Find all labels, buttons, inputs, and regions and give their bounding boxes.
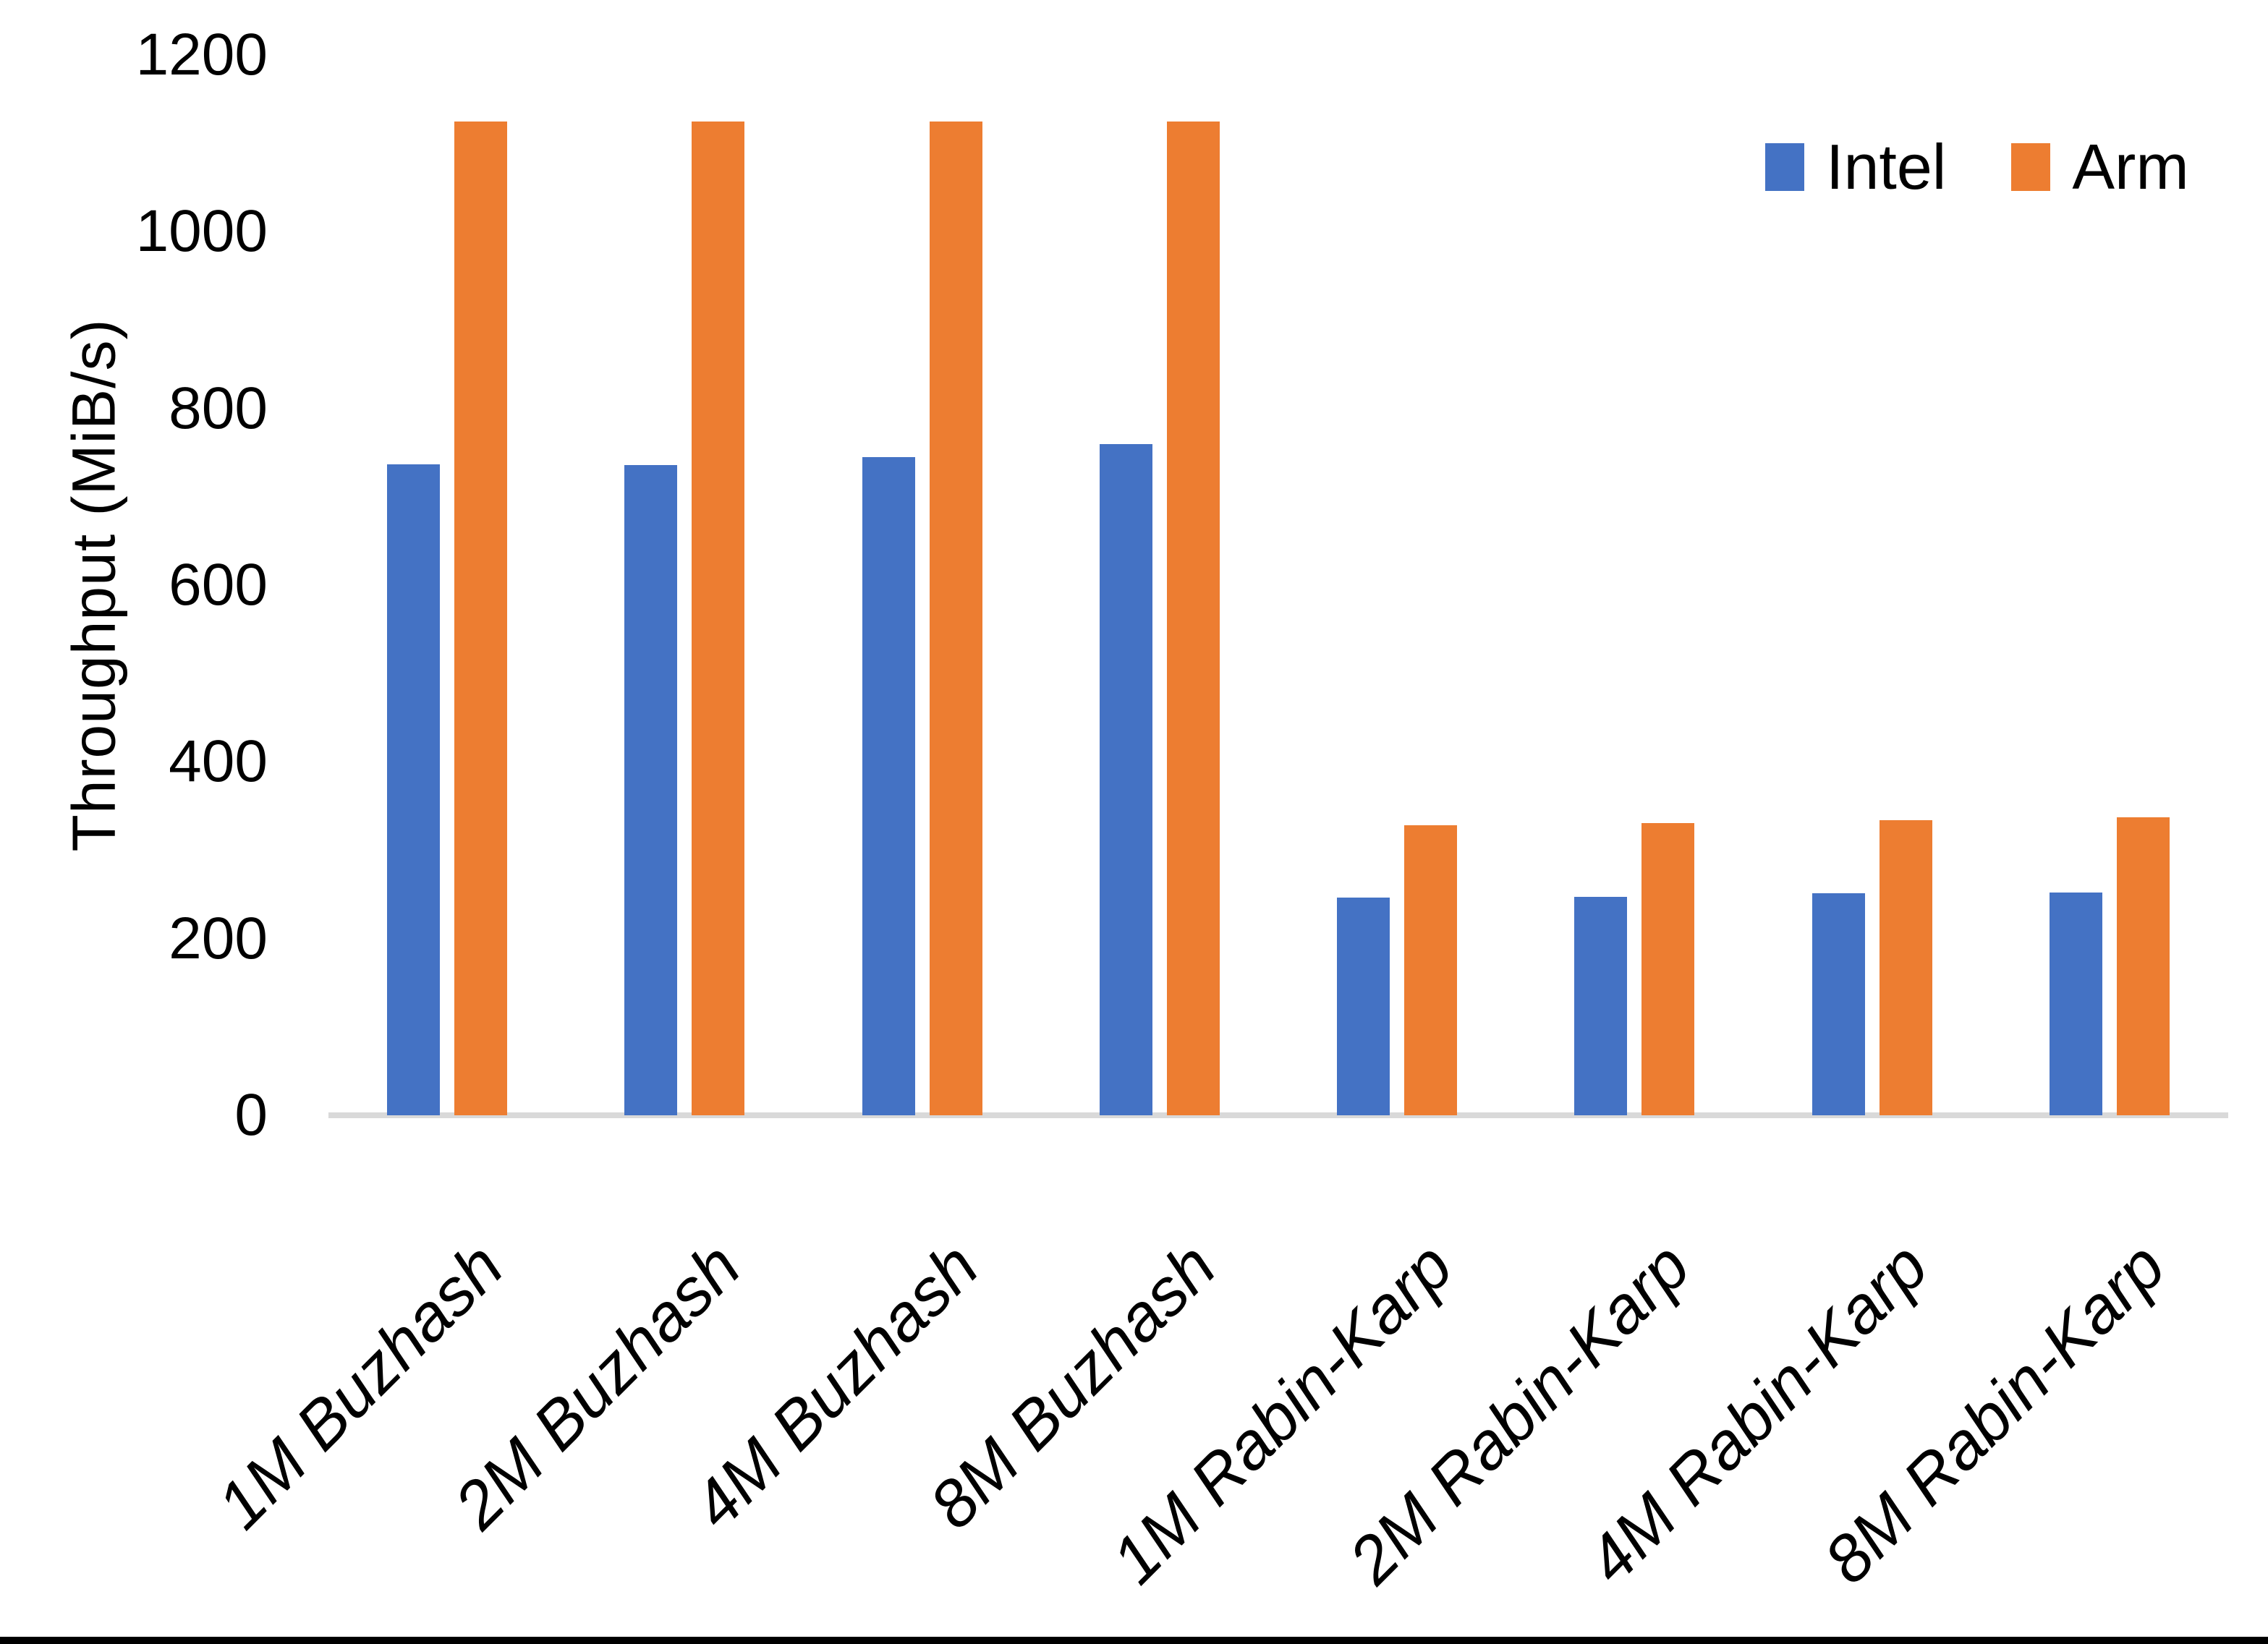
bar-2m-buzhash-arm [692,122,744,1115]
bar-4m-rabin-karp-arm [1880,820,1932,1115]
bottom-border [0,1637,2268,1644]
y-tick-800: 800 [169,375,268,441]
bar-4m-buzhash-intel [862,457,915,1115]
legend-label-arm: Arm [2072,131,2189,203]
bar-2m-buzhash-intel [624,465,677,1115]
y-tick-600: 600 [169,552,268,618]
y-tick-200: 200 [169,905,268,971]
bar-2m-rabin-karp-intel [1574,897,1627,1115]
legend-label-intel: Intel [1826,131,1947,203]
y-tick-0: 0 [234,1082,268,1148]
x-axis-line [328,1112,2228,1118]
bar-4m-buzhash-arm [930,122,982,1115]
bar-8m-rabin-karp-intel [2050,893,2102,1115]
bar-1m-buzhash-arm [454,122,507,1115]
bar-1m-buzhash-intel [387,464,440,1115]
bar-1m-rabin-karp-intel [1337,898,1390,1115]
y-tick-400: 400 [169,728,268,795]
bar-8m-buzhash-intel [1100,444,1152,1115]
legend: Intel Arm [1765,135,2189,200]
legend-item-intel: Intel [1765,135,1946,200]
legend-swatch-intel [1765,143,1804,191]
y-tick-1200: 1200 [135,22,268,88]
y-tick-1000: 1000 [135,198,268,265]
bar-4m-rabin-karp-intel [1812,893,1865,1115]
legend-swatch-arm [2011,143,2051,191]
bar-8m-rabin-karp-arm [2117,817,2170,1115]
bar-1m-rabin-karp-arm [1404,825,1457,1115]
legend-item-arm: Arm [2011,131,2189,203]
bar-2m-rabin-karp-arm [1641,823,1694,1115]
bar-8m-buzhash-arm [1167,122,1220,1115]
